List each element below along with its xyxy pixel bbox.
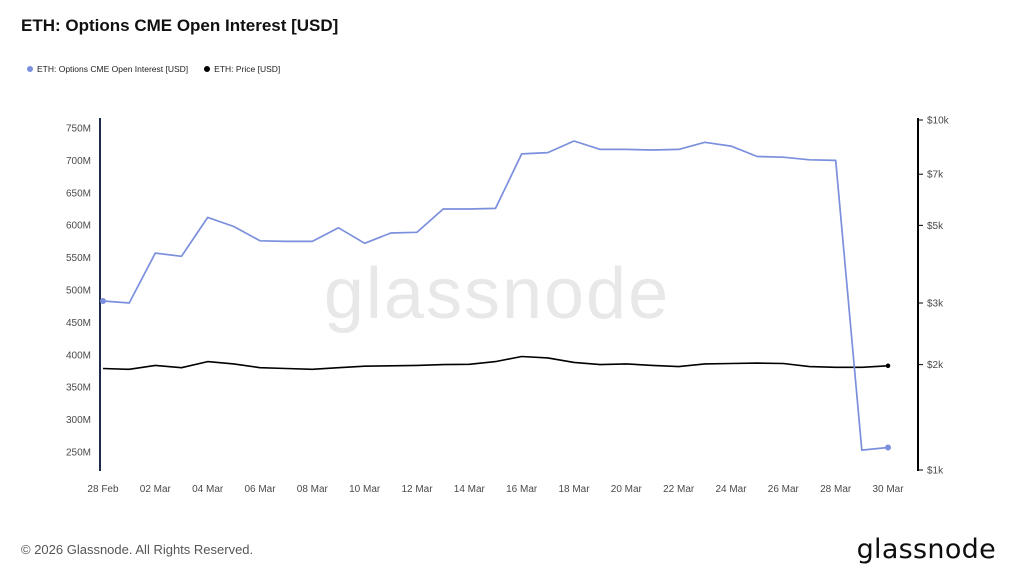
svg-text:04 Mar: 04 Mar <box>192 484 224 495</box>
svg-text:750M: 750M <box>66 124 91 135</box>
svg-text:$7k: $7k <box>927 170 944 181</box>
legend-dot-price <box>204 66 211 72</box>
svg-text:300M: 300M <box>66 415 91 426</box>
svg-text:06 Mar: 06 Mar <box>244 484 276 495</box>
open-interest-line <box>100 140 891 451</box>
svg-text:700M: 700M <box>66 156 91 167</box>
svg-text:28 Feb: 28 Feb <box>87 484 119 495</box>
legend-item-open-interest[interactable]: ETH: Options CME Open Interest [USD] <box>27 64 188 74</box>
svg-text:26 Mar: 26 Mar <box>768 484 800 495</box>
svg-text:550M: 550M <box>66 253 91 264</box>
svg-text:500M: 500M <box>66 286 91 297</box>
svg-text:24 Mar: 24 Mar <box>715 484 747 495</box>
svg-text:28 Mar: 28 Mar <box>820 484 852 495</box>
svg-text:10 Mar: 10 Mar <box>349 484 381 495</box>
axes <box>99 118 919 471</box>
legend-label-price: ETH: Price [USD] <box>214 64 281 74</box>
svg-text:450M: 450M <box>66 318 91 329</box>
svg-text:250M: 250M <box>66 448 91 459</box>
svg-text:30 Mar: 30 Mar <box>872 484 904 495</box>
svg-text:$3k: $3k <box>927 299 944 310</box>
svg-text:650M: 650M <box>66 188 91 199</box>
svg-text:18 Mar: 18 Mar <box>558 484 590 495</box>
svg-text:22 Mar: 22 Mar <box>663 484 695 495</box>
price-line <box>102 355 891 371</box>
legend-dot-open-interest <box>27 66 33 72</box>
svg-text:400M: 400M <box>66 350 91 361</box>
watermark: glassnode <box>324 254 670 334</box>
legend-item-price[interactable]: ETH: Price [USD] <box>204 64 280 74</box>
legend: ETH: Options CME Open Interest [USD] ETH… <box>27 64 280 74</box>
svg-text:20 Mar: 20 Mar <box>611 484 643 495</box>
svg-text:02 Mar: 02 Mar <box>140 484 172 495</box>
left-axis-labels: 750M 700M 650M 600M 550M 500M 450M 400M 350M 300M… <box>66 124 91 459</box>
svg-text:12 Mar: 12 Mar <box>401 484 433 495</box>
chart-canvas[interactable]: glassnode 750M 700M 650M 600M 550M 500M 450M 400… <box>0 100 1024 530</box>
svg-text:08 Mar: 08 Mar <box>297 484 329 495</box>
svg-text:$2k: $2k <box>927 360 944 371</box>
glassnode-logo: glassnode <box>856 534 996 565</box>
svg-text:$10k: $10k <box>927 116 950 127</box>
right-axis-labels: $10k $7k $5k $3k $2k $1k <box>918 116 950 477</box>
footer-copyright: © 2026 Glassnode. All Rights Reserved. <box>21 542 254 557</box>
svg-text:$1k: $1k <box>927 466 944 477</box>
svg-text:glassnode: glassnode <box>324 254 670 334</box>
svg-text:14 Mar: 14 Mar <box>454 484 486 495</box>
legend-label-open-interest: ETH: Options CME Open Interest [USD] <box>37 64 189 74</box>
chart-title: ETH: Options CME Open Interest [USD] <box>21 16 339 35</box>
svg-text:$5k: $5k <box>927 221 944 232</box>
svg-text:600M: 600M <box>66 221 91 232</box>
svg-text:350M: 350M <box>66 383 91 394</box>
svg-text:16 Mar: 16 Mar <box>506 484 538 495</box>
x-axis-labels: 28 Feb 02 Mar 04 Mar 06 Mar 08 Mar 10 Mar 12 M… <box>87 484 904 495</box>
